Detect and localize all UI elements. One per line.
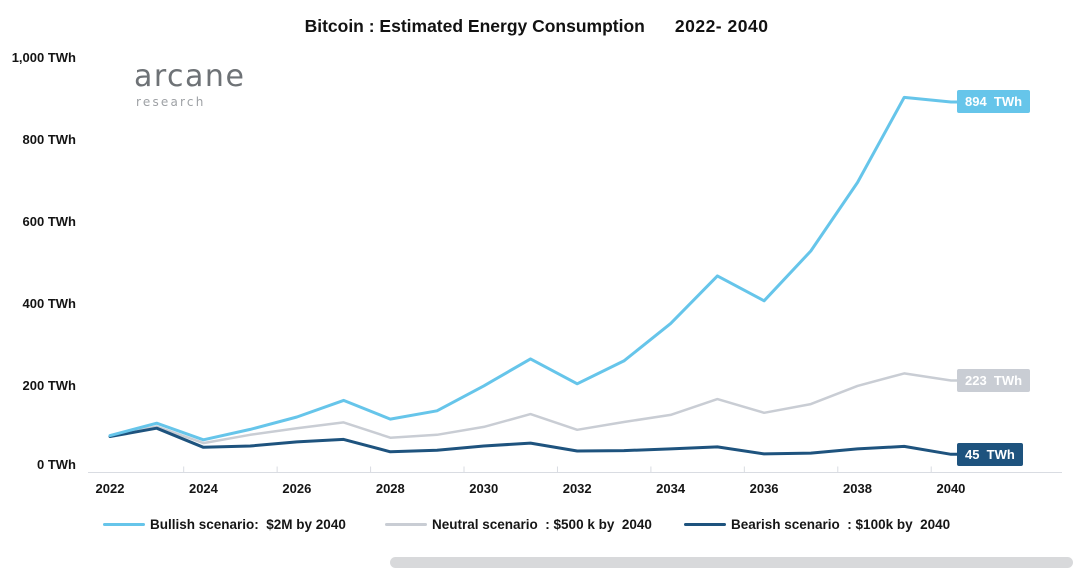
- x-axis-label: 2036: [749, 481, 779, 496]
- y-axis-label: 800 TWh: [22, 132, 76, 147]
- series-line-bearish-scenario: [108, 426, 959, 456]
- legend-label: Bearish scenario : $100k by 2040: [731, 516, 951, 532]
- end-label-bullish-scenario: 894 TWh: [957, 90, 1031, 114]
- x-axis-label: 2030: [469, 481, 499, 496]
- series-line-bullish-scenario: [108, 95, 959, 442]
- legend-swatch-icon: [103, 522, 145, 526]
- chart-title-range: 2022- 2040: [674, 16, 769, 36]
- y-axis-label: 200 TWh: [22, 378, 76, 393]
- x-axis-label: 2026: [282, 481, 312, 496]
- chart-title-text: Bitcoin : Estimated Energy Consumption: [304, 16, 645, 36]
- end-label-bearish-scenario: 45 TWh: [957, 442, 1023, 466]
- logo-sub-text: research: [136, 95, 206, 109]
- end-label-neutral-scenario: 223 TWh: [957, 368, 1031, 392]
- y-axis-label: 0 TWh: [37, 457, 76, 472]
- series-line-neutral-scenario: [108, 372, 959, 445]
- legend-label: Neutral scenario : $500 k by 2040: [432, 516, 652, 532]
- x-axis-label: 2038: [843, 481, 872, 496]
- arcane-logo: arcane research: [134, 59, 246, 110]
- logo-brand-text: arcane: [134, 59, 246, 94]
- x-axis-label: 2040: [936, 481, 966, 496]
- x-axis-label: 2032: [562, 481, 592, 496]
- legend-item-bearish-scenario: Bearish scenario : $100k by 2040: [684, 516, 950, 532]
- horizontal-scrollbar[interactable]: [390, 557, 1073, 568]
- x-axis-label: 2024: [188, 481, 218, 496]
- legend-swatch-icon: [684, 522, 726, 526]
- legend-item-neutral-scenario: Neutral scenario : $500 k by 2040: [385, 516, 652, 532]
- x-axis-label: 2028: [375, 481, 405, 496]
- x-axis-label: 2034: [656, 481, 686, 496]
- x-axis-label: 2022: [95, 481, 125, 496]
- legend-item-bullish-scenario: Bullish scenario: $2M by 2040: [103, 516, 346, 532]
- chart-title: Bitcoin : Estimated Energy Consumption 20…: [0, 16, 1073, 37]
- legend-label: Bullish scenario: $2M by 2040: [150, 516, 346, 532]
- y-axis-label: 1,000 TWh: [11, 50, 76, 65]
- y-axis-label: 600 TWh: [22, 214, 76, 229]
- y-axis-label: 400 TWh: [22, 296, 76, 311]
- legend-swatch-icon: [385, 522, 427, 526]
